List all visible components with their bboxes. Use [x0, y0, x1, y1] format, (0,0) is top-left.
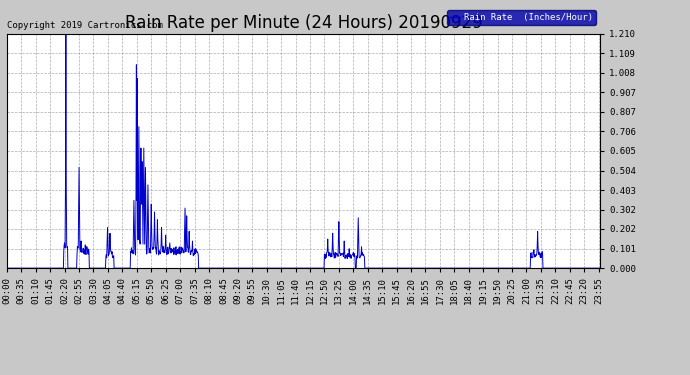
Legend: Rain Rate  (Inches/Hour): Rain Rate (Inches/Hour): [447, 10, 595, 24]
Text: Copyright 2019 Cartronics.com: Copyright 2019 Cartronics.com: [7, 21, 163, 30]
Title: Rain Rate per Minute (24 Hours) 20190929: Rain Rate per Minute (24 Hours) 20190929: [125, 14, 482, 32]
